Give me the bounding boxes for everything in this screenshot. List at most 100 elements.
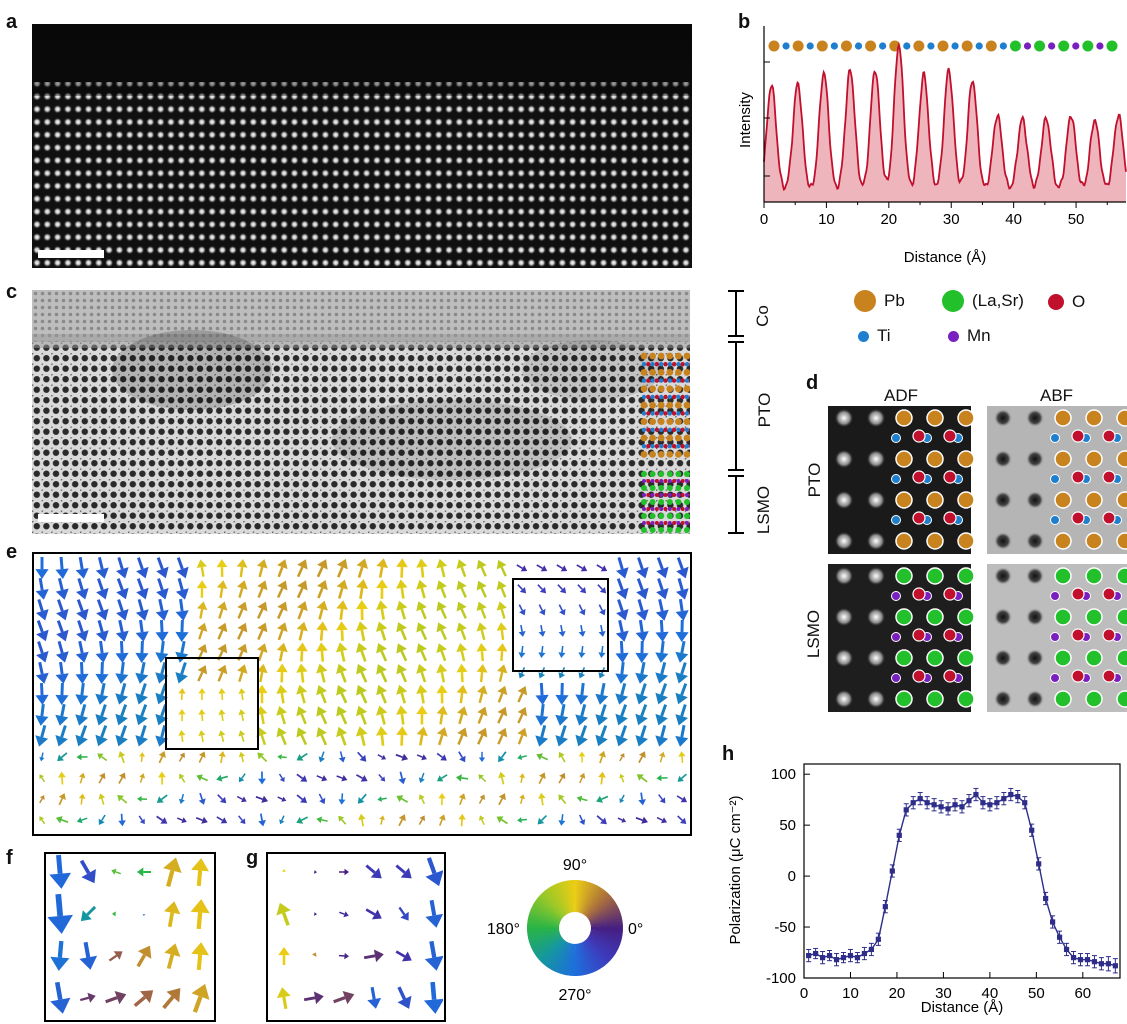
vector-arrow-shaft: [259, 651, 262, 661]
lasr-atom: [958, 650, 974, 666]
vector-arrow-shaft: [318, 567, 322, 577]
vector-arrow-shaft: [102, 683, 104, 695]
pb-atom: [1055, 533, 1071, 549]
lasr-atom: [658, 471, 664, 477]
vector-arrow-shaft: [399, 819, 402, 825]
vector-arrow-shaft: [578, 585, 583, 590]
ti-atom: [685, 395, 689, 399]
vector-arrow: [276, 685, 287, 694]
data-point: [966, 798, 971, 803]
vector-arrow-shaft: [356, 775, 362, 778]
vector-arrow-shaft: [462, 609, 466, 618]
vector-arrow-shaft: [642, 705, 646, 716]
panel-label-e: e: [6, 542, 17, 562]
vector-arrow: [376, 726, 388, 736]
vector-arrow-shaft: [58, 621, 62, 632]
vector-arrow-shaft: [538, 585, 543, 590]
vector-arrow-shaft: [422, 799, 425, 804]
vector-arrow: [39, 757, 44, 762]
vector-arrow-shaft: [120, 620, 123, 632]
vector-arrow: [655, 672, 668, 683]
pb-atom: [927, 451, 943, 467]
vector-arrow-shaft: [182, 778, 185, 783]
vector-arrow: [276, 664, 287, 673]
mn-atom: [1051, 674, 1060, 683]
data-point: [932, 802, 937, 807]
data-point: [945, 806, 950, 811]
vector-arrow-shaft: [562, 799, 566, 804]
ti-atom: [642, 428, 646, 432]
vector-arrow-shaft: [577, 565, 583, 568]
o-atom: [646, 521, 650, 525]
vector-arrow-shaft: [362, 714, 366, 724]
vector-arrow-shaft: [199, 871, 200, 886]
vector-arrow-shaft: [322, 714, 326, 724]
vector-arrow: [497, 643, 508, 651]
vector-arrow-shaft: [119, 600, 123, 611]
vector-arrow-shaft: [417, 755, 422, 757]
vector-arrow: [538, 652, 545, 658]
vector-arrow: [76, 568, 89, 579]
vector-arrow: [58, 772, 66, 778]
lattice-spot: [994, 649, 1012, 667]
vector-arrow-shaft: [459, 752, 462, 758]
o-atom: [944, 471, 956, 483]
angle-label-180: 180°: [487, 921, 520, 938]
vector-arrow-shaft: [419, 820, 422, 825]
ti-atom: [676, 378, 680, 382]
lasr-atom: [1086, 609, 1102, 625]
o-atom: [664, 507, 668, 511]
ti-atom: [676, 395, 680, 399]
vector-arrow: [398, 778, 406, 785]
lattice-spot: [994, 491, 1012, 509]
vector-arrow-shaft: [522, 819, 527, 820]
vector-arrow: [675, 736, 688, 747]
lattice-spot: [1026, 532, 1044, 550]
pb-atom: [658, 418, 665, 425]
lasr-atom: [1086, 691, 1102, 707]
lattice-spot: [834, 607, 854, 627]
ti-atom: [659, 428, 663, 432]
vector-arrow: [479, 758, 485, 763]
vector-arrow: [218, 730, 225, 736]
pb-atom: [675, 451, 682, 458]
pb-atom: [649, 402, 656, 409]
o-atom: [913, 512, 925, 524]
vector-arrow-shaft: [582, 726, 586, 737]
lasr-atom: [667, 499, 673, 505]
vector-arrow-shaft: [402, 672, 406, 682]
ti-atom: [659, 362, 663, 366]
vector-arrow-shaft: [580, 777, 582, 783]
vector-arrow-shaft: [262, 735, 265, 745]
vector-arrow-shaft: [59, 798, 62, 804]
lattice-spot: [834, 449, 854, 469]
o-atom: [646, 493, 650, 497]
x-tick-label: 50: [1068, 211, 1085, 228]
vector-arrow-shaft: [599, 605, 602, 611]
vector-arrow-shaft: [282, 714, 285, 724]
o-dot-icon: [1048, 294, 1064, 310]
panel-label-d: d: [806, 373, 818, 393]
x-tick-label: 50: [1028, 985, 1045, 1002]
vector-arrow-shaft: [157, 816, 163, 820]
lattice-spot: [834, 490, 854, 510]
vector-arrow-shaft: [140, 778, 142, 783]
mn-atom: [651, 479, 655, 483]
mn-atom: [651, 521, 655, 525]
mn-atom: [892, 674, 901, 683]
vector-arrow: [437, 706, 448, 715]
legend-item-pb: Pb: [854, 290, 905, 312]
lasr-atom: [658, 499, 664, 505]
vector-arrow-shaft: [142, 662, 144, 674]
vector-arrow-shaft: [301, 651, 302, 661]
vector-arrow-shaft: [597, 816, 602, 821]
atom-dot-pb: [986, 41, 997, 52]
o-atom: [1103, 430, 1115, 442]
vector-arrow: [76, 674, 89, 684]
lattice-spot: [994, 608, 1012, 626]
pb-atom: [1117, 492, 1127, 508]
lasr-atom: [675, 527, 681, 533]
vector-arrow: [457, 685, 468, 694]
lattice-spot: [866, 689, 886, 709]
pb-atom: [658, 353, 665, 360]
